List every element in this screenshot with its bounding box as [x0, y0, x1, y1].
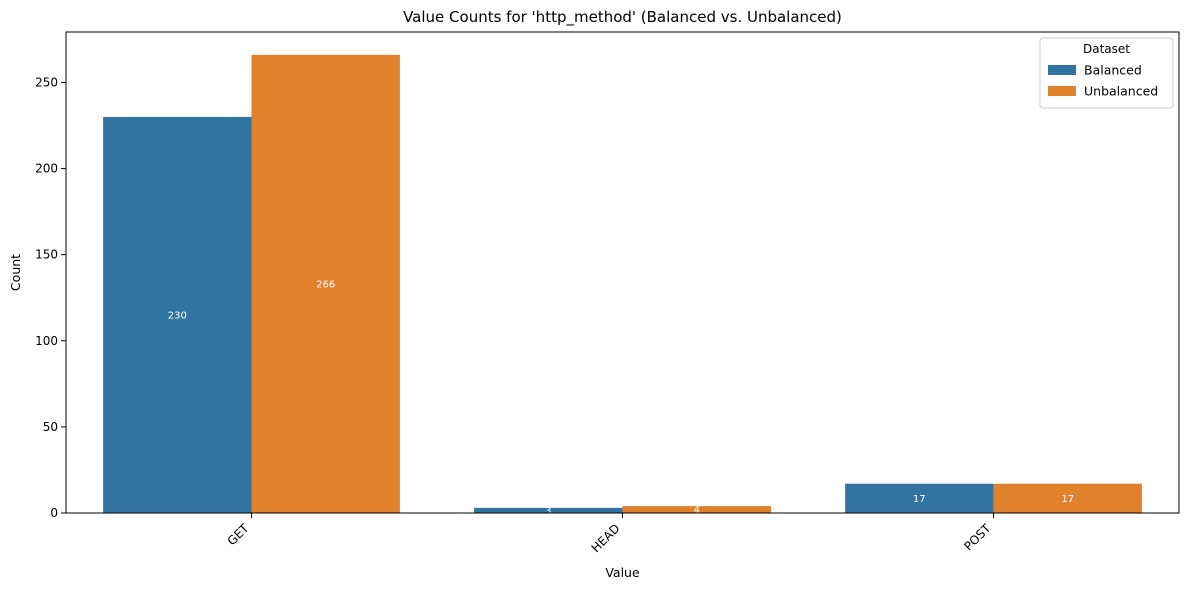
y-tick-label-200: 200: [35, 162, 58, 176]
bar-get-unbalanced: [251, 54, 400, 514]
bar-label-head-balanced: 3: [545, 506, 551, 517]
bar-post-unbalanced: [993, 483, 1142, 513]
legend-entry-balanced: Balanced: [1084, 63, 1142, 78]
x-tick-label-head: HEAD: [589, 521, 623, 555]
legend: Dataset Balanced Unbalanced: [1039, 37, 1174, 109]
x-axis: GET HEAD POST: [225, 513, 994, 555]
bar-label-get-unbalanced: 266: [316, 279, 335, 290]
bar-label-head-unbalanced: 4: [694, 505, 700, 516]
y-tick-label-100: 100: [35, 334, 58, 348]
x-tick-label-post: POST: [961, 521, 994, 554]
legend-title: Dataset: [1083, 42, 1130, 56]
plot-area: 230 266 3 4 17 17: [65, 31, 1180, 517]
y-tick-label-0: 0: [50, 506, 58, 520]
legend-entry-unbalanced: Unbalanced: [1084, 84, 1158, 99]
bar-label-post-unbalanced: 17: [1061, 494, 1074, 505]
x-tick-label-get: GET: [225, 521, 252, 548]
bar-get-balanced: [103, 116, 252, 513]
bar-head-unbalanced: [622, 506, 771, 513]
bar-head-balanced: [474, 507, 623, 513]
y-axis: 0 50 100 150 200 250: [35, 75, 66, 520]
y-tick-label-50: 50: [43, 420, 58, 434]
bar-label-get-balanced: 230: [168, 310, 187, 321]
y-tick-label-250: 250: [35, 75, 58, 89]
x-axis-label: Value: [605, 565, 640, 580]
bar-label-post-balanced: 17: [913, 494, 926, 505]
legend-swatch-unbalanced: [1048, 86, 1076, 96]
y-axis-label: Count: [8, 254, 23, 291]
legend-swatch-balanced: [1048, 65, 1076, 75]
y-tick-label-150: 150: [35, 248, 58, 262]
bar-post-balanced: [845, 483, 994, 513]
chart-title: Value Counts for 'http_method' (Balanced…: [403, 8, 842, 27]
